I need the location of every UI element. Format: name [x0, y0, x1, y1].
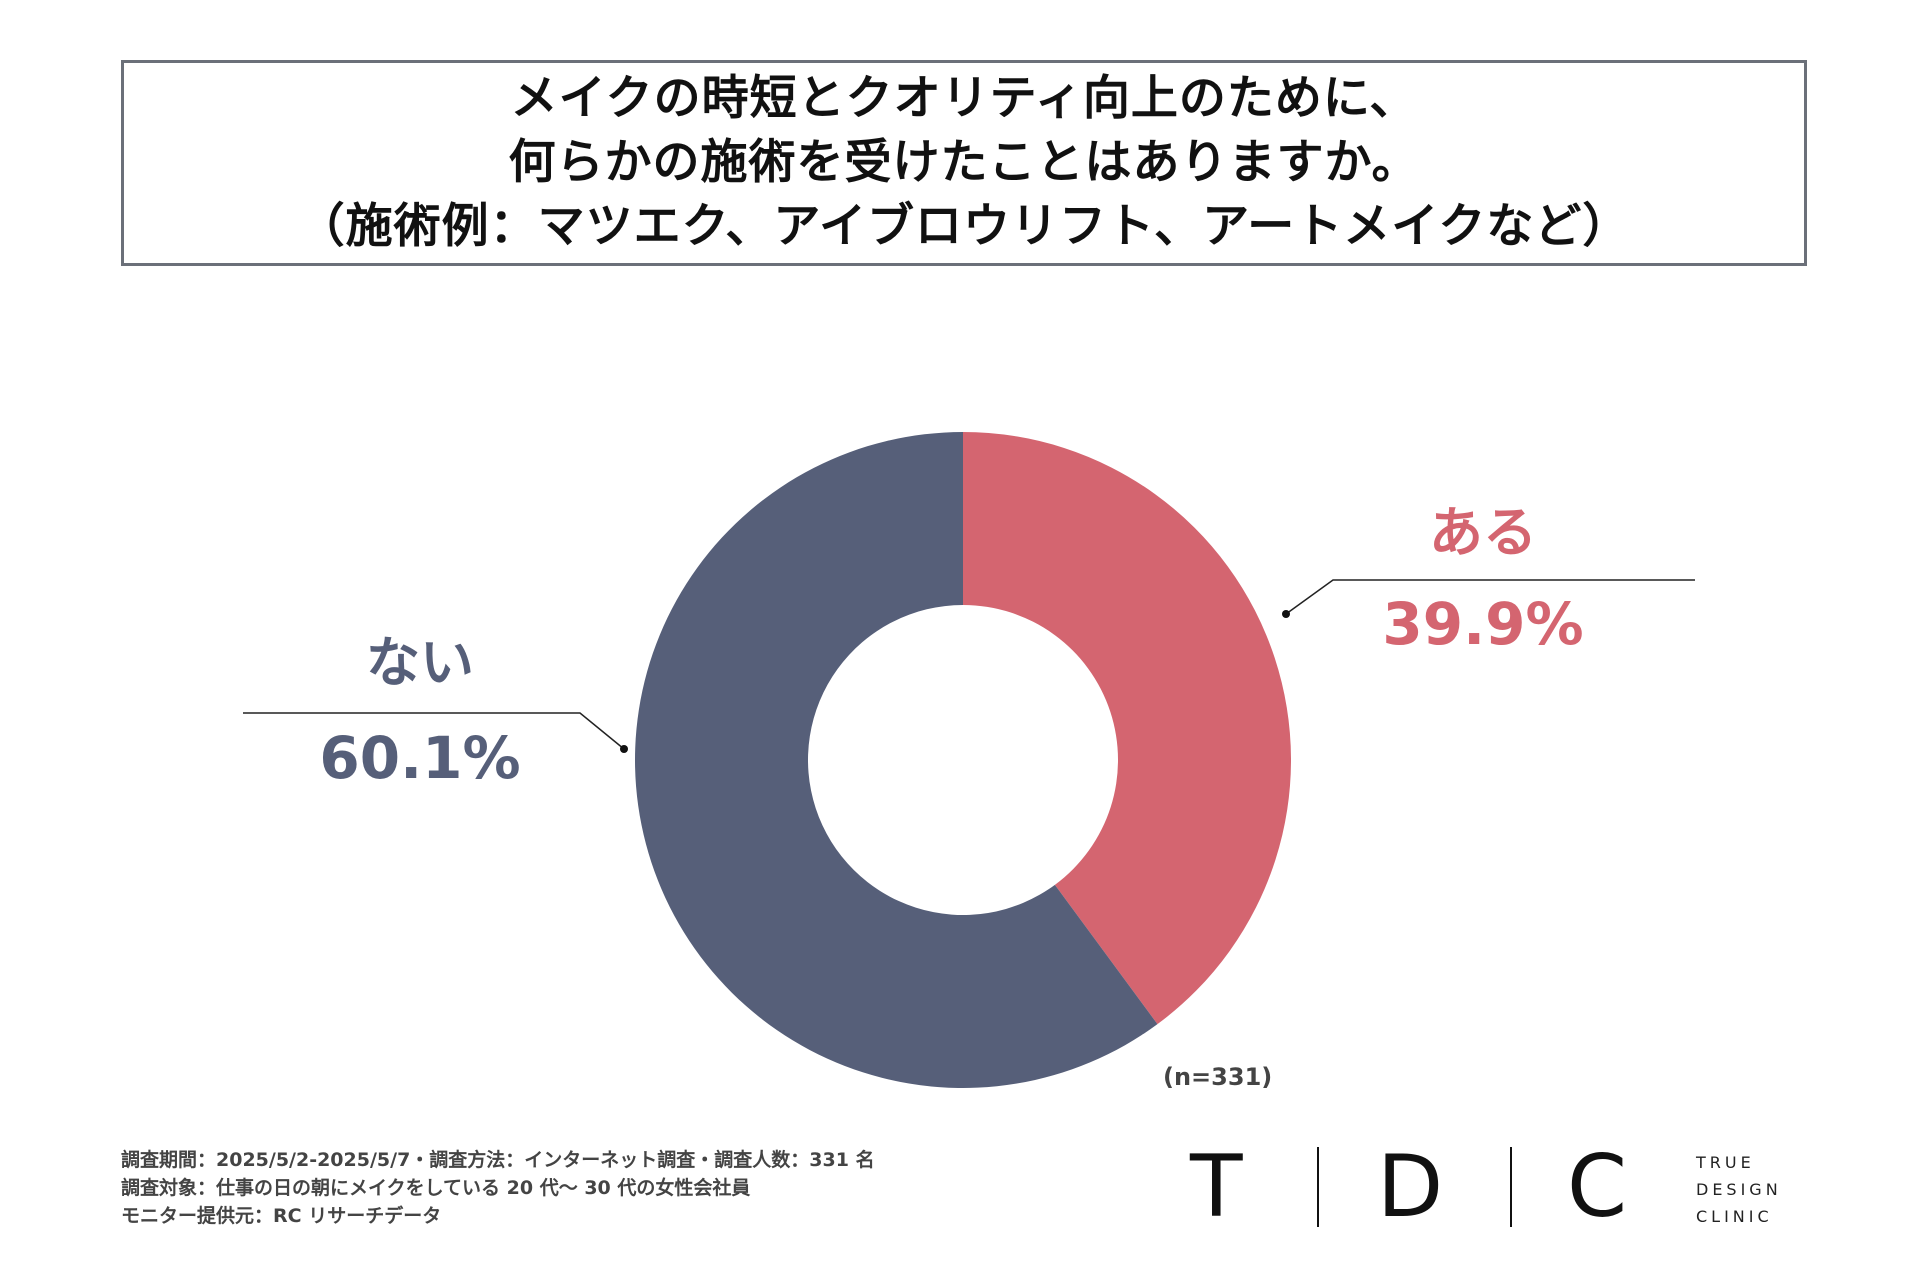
slice-value-nai: 60.1%	[319, 724, 521, 792]
chart-title-box: メイクの時短とクオリティ向上のために、 何らかの施術を受けたことはありますか。 …	[121, 60, 1807, 266]
slice-value-aru: 39.9%	[1382, 590, 1584, 658]
chart-title-line-1: メイクの時短とクオリティ向上のために、	[510, 71, 1418, 126]
survey-footnote: 調査期間：2025/5/2-2025/5/7・調査方法：インターネット調査・調査…	[121, 1146, 875, 1230]
nai-leader-line	[243, 712, 625, 750]
aru-leader-dot	[1282, 610, 1290, 618]
logo-subtext: TRUE DESIGN CLINIC	[1696, 1149, 1782, 1230]
chart-title-line-2: 何らかの施術を受けたことはありますか。	[508, 135, 1420, 190]
footnote-line-2: 調査対象：仕事の日の朝にメイクをしている 20 代〜 30 代の女性会社員	[121, 1177, 751, 1199]
footnote-line-3: モニター提供元：RC リサーチデータ	[121, 1205, 442, 1227]
sample-size-note: (n=331)	[1163, 1063, 1273, 1091]
logo-letter-c: C	[1567, 1137, 1628, 1237]
logo-sub-true: TRUE	[1696, 1153, 1755, 1172]
slice-label-nai: ない	[366, 631, 474, 694]
nai-leader-dot	[620, 745, 628, 753]
logo-divider-2	[1510, 1147, 1512, 1227]
logo-letter-t: T	[1190, 1137, 1243, 1237]
donut-slice-0	[963, 432, 1291, 1025]
logo-sub-design: DESIGN	[1696, 1180, 1782, 1199]
aru-leader-line	[1285, 579, 1695, 615]
logo-sub-clinic: CLINIC	[1696, 1207, 1773, 1226]
donut-slice-1	[634, 432, 1158, 1088]
logo-letter-d: D	[1377, 1137, 1444, 1237]
tdc-logo: T D C TRUE DESIGN CLINIC	[1190, 1137, 1810, 1237]
footnote-line-1: 調査期間：2025/5/2-2025/5/7・調査方法：インターネット調査・調査…	[121, 1149, 875, 1171]
slice-label-aru: ある	[1429, 501, 1537, 564]
chart-title-line-3: （施術例：マツエク、アイブロウリフト、アートメイクなど）	[297, 199, 1631, 254]
logo-divider-1	[1317, 1147, 1319, 1227]
